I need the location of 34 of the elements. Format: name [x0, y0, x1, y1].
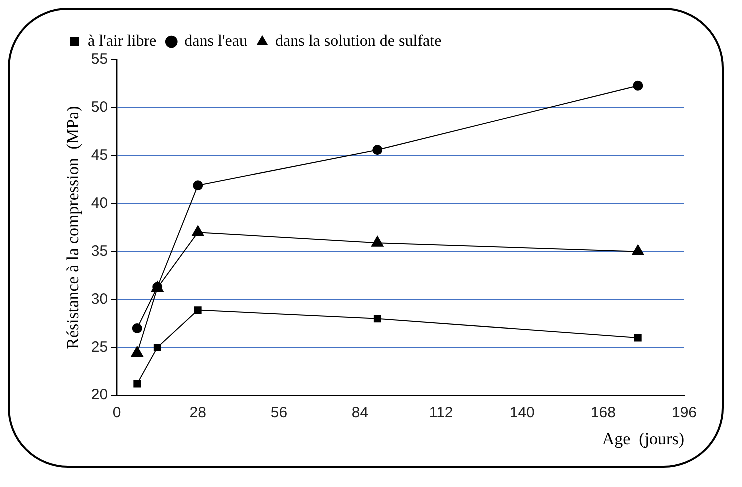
point: [634, 334, 642, 342]
x-tick-label: 140: [510, 404, 535, 422]
point: [194, 306, 202, 314]
point: [371, 236, 384, 247]
x-tick-label: 168: [590, 404, 616, 422]
legend-label: dans l'eau: [184, 33, 248, 50]
y-tick-label: 45: [91, 147, 108, 164]
point: [374, 315, 382, 323]
legend-label: dans la solution de sulfate: [275, 33, 442, 50]
point: [192, 226, 204, 236]
point: [633, 80, 644, 91]
point: [193, 180, 204, 191]
point: [132, 323, 142, 334]
point: [131, 346, 144, 358]
x-tick-label: 112: [429, 404, 454, 422]
x-tick-label: 84: [352, 404, 369, 422]
point: [154, 344, 162, 352]
y-tick-label: 35: [91, 242, 108, 260]
x-tick-label: 0: [112, 404, 122, 422]
y-tick-label: 50: [91, 99, 108, 116]
x-axis-title: Age (jours): [602, 429, 684, 448]
x-tick-label: 196: [672, 404, 697, 422]
point: [632, 244, 644, 256]
y-tick-label: 25: [91, 338, 108, 356]
y-tick-label: 40: [91, 194, 108, 212]
x-tick-label: 28: [190, 404, 206, 422]
legend-label: à l'air libre: [88, 33, 157, 50]
y-tick-label: 20: [91, 386, 108, 404]
y-tick-label: 55: [91, 51, 108, 68]
point: [134, 380, 142, 388]
x-tick-label: 56: [270, 404, 288, 422]
y-axis-title: Résistance à la compression (MPa): [64, 106, 83, 350]
y-tick-label: 30: [91, 290, 108, 308]
point: [372, 145, 383, 156]
